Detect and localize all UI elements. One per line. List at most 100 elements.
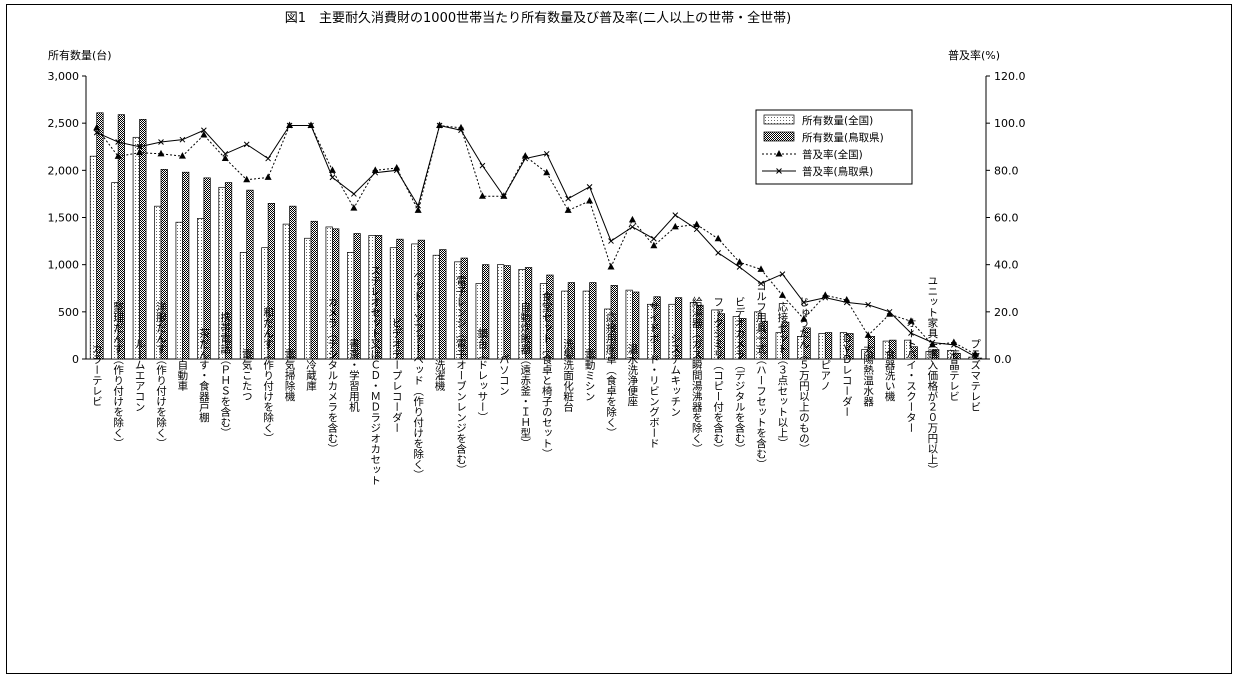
y-left-tick-label: 1,000	[48, 259, 80, 272]
x-tick-label: システムキッチン	[669, 333, 681, 417]
x-tick-label: ビデオカメラ（デジタルを含む）	[734, 296, 746, 454]
bar-national	[818, 333, 826, 360]
point-tottori	[479, 162, 486, 169]
bar-national	[432, 254, 440, 360]
x-tick-label: 応接用座卓（食卓を除く）	[605, 311, 617, 438]
legend-label: 所有数量(鳥取県)	[802, 131, 884, 144]
series-line-national	[96, 124, 976, 355]
x-tick-label: 整理だんす（作り付けを除く）	[112, 301, 124, 449]
x-tick-label: 応接セット（３点セット以上）	[776, 301, 788, 449]
bar-tottori	[974, 357, 983, 360]
y-left-tick-label: 2,500	[48, 117, 80, 130]
point-tottori	[908, 330, 914, 336]
bar-tottori	[953, 352, 961, 360]
point-national	[543, 168, 551, 176]
point-tottori	[886, 308, 893, 315]
point-national	[886, 310, 894, 317]
point-national	[564, 206, 572, 213]
point-tottori	[543, 150, 550, 157]
bar-national	[304, 237, 312, 360]
x-tick-label: 給湯器（ガス瞬間湯沸器を除く）	[691, 295, 703, 453]
bar-tottori	[160, 169, 168, 360]
point-tottori	[843, 299, 850, 306]
series-line-tottori	[96, 124, 976, 358]
bar-tottori	[546, 274, 554, 360]
bar-tottori	[482, 264, 490, 360]
x-tick-label: 洋服だんす（作り付けを除く）	[155, 301, 167, 449]
bar-tottori	[674, 297, 683, 360]
bar-national	[89, 155, 98, 360]
y-left-axis-title: 所有数量(台)	[48, 48, 112, 62]
x-tick-label: ベッド・ソファーベッド（作り付けを除く）	[412, 270, 424, 480]
x-tick-label: ピアノ	[819, 359, 831, 391]
point-tottori	[201, 127, 207, 134]
point-national	[200, 130, 208, 138]
point-national	[671, 222, 679, 230]
y-right-tick-label: 100.0	[994, 117, 1026, 130]
point-national	[864, 331, 872, 338]
bar-tottori	[503, 265, 511, 360]
y-left-tick-label: 2,000	[48, 164, 80, 177]
x-tick-label: ルームエアコン	[134, 338, 146, 412]
point-tottori	[436, 122, 443, 129]
bar-tottori	[203, 177, 211, 360]
point-tottori	[136, 143, 143, 150]
y-left-tick-label: 0	[72, 353, 79, 366]
legend-marker	[776, 168, 782, 174]
bar-tottori	[117, 114, 125, 360]
bar-tottori	[96, 112, 104, 360]
point-tottori	[608, 238, 614, 244]
bar-tottori	[717, 313, 725, 360]
bar-tottori	[889, 339, 897, 360]
point-tottori	[822, 294, 829, 301]
point-tottori	[222, 150, 229, 157]
x-tick-label: 温水洗浄便座	[626, 344, 638, 407]
point-national	[757, 265, 765, 272]
point-tottori	[243, 141, 250, 148]
x-tick-label: 洗濯機	[434, 359, 446, 391]
x-tick-label: ビデオテープレコーダー	[391, 317, 403, 433]
x-tick-label: 冷蔵庫	[305, 358, 317, 391]
x-tick-label: 洗髪洗面化粧台	[562, 338, 574, 412]
x-tick-label: 和だんす（作り付けを除く）	[262, 307, 274, 444]
y-left-tick-label: 3,000	[48, 70, 80, 83]
x-tick-label: 自動炊飯器（遠赤釜・ＩＨ型）	[519, 301, 531, 449]
bar-tottori	[910, 346, 918, 360]
x-tick-label: ステレオセット又はＣＤ・ＭＤラジオカセット	[369, 265, 381, 486]
bar-tottori	[289, 205, 297, 360]
point-national	[157, 149, 165, 157]
x-tick-label: 自動車	[176, 358, 188, 391]
x-tick-label: プラズマテレビ	[969, 338, 981, 412]
point-tottori	[736, 264, 743, 270]
point-national	[307, 121, 315, 129]
chart-frame	[6, 4, 1232, 674]
bar-tottori	[524, 267, 533, 360]
bar-tottori	[353, 233, 361, 360]
point-national	[778, 291, 786, 298]
y-right-tick-label: 0.0	[994, 353, 1012, 366]
point-national	[821, 291, 829, 298]
x-tick-label: パソコン	[498, 354, 510, 396]
bar-national	[282, 223, 290, 360]
point-national	[478, 192, 486, 199]
bar-tottori	[139, 119, 147, 360]
x-tick-label: じゅうたん（５万円以上のもの）	[798, 296, 810, 454]
y-right-tick-label: 120.0	[994, 70, 1026, 83]
point-national	[714, 234, 722, 242]
legend-swatch	[763, 114, 795, 125]
point-national	[371, 166, 379, 173]
bar-national	[497, 264, 505, 360]
bar-tottori	[824, 332, 833, 360]
x-tick-label: ファクシミリ（コピー付を含む）	[712, 296, 724, 454]
y-right-tick-label: 60.0	[994, 212, 1019, 225]
point-tottori	[801, 299, 807, 306]
point-tottori	[586, 183, 593, 190]
point-national	[607, 263, 615, 270]
point-tottori	[865, 301, 871, 308]
bar-tottori	[632, 291, 640, 360]
x-tick-label: 鏡台（ドレッサー）	[476, 327, 488, 422]
bar-tottori	[932, 349, 940, 360]
point-national	[243, 175, 251, 183]
bar-tottori	[867, 336, 875, 360]
x-tick-label: ユニット家具（購入価格が２０万円以上）	[926, 275, 938, 475]
